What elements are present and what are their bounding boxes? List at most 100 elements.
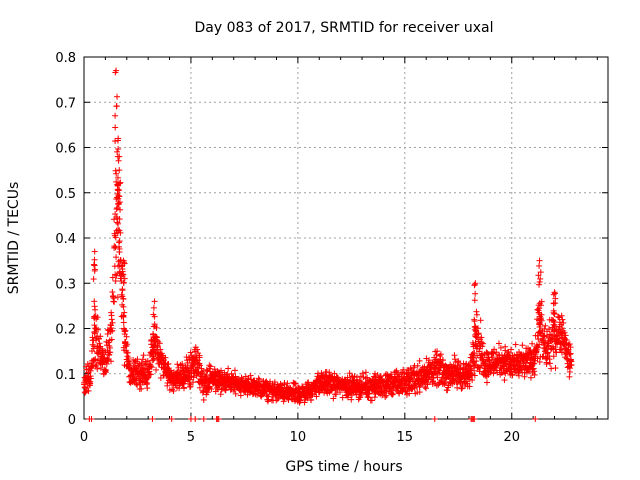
data-point xyxy=(218,367,225,374)
data-point xyxy=(143,381,150,388)
data-point xyxy=(383,392,390,399)
data-point xyxy=(543,359,550,366)
data-point xyxy=(542,322,549,329)
data-point xyxy=(151,298,158,305)
data-point xyxy=(92,325,99,332)
data-point xyxy=(116,248,123,255)
data-point xyxy=(95,326,102,333)
data-point xyxy=(555,313,562,320)
data-point xyxy=(120,295,127,302)
data-point xyxy=(111,298,118,305)
data-point xyxy=(519,342,526,349)
data-point xyxy=(114,93,121,100)
data-point xyxy=(144,385,151,392)
data-point xyxy=(125,365,132,372)
data-point xyxy=(144,357,151,364)
data-point xyxy=(123,333,130,340)
y-tick-label: 0.6 xyxy=(55,142,76,157)
data-point xyxy=(94,365,101,372)
data-point xyxy=(548,365,555,372)
data-point xyxy=(471,297,478,304)
data-point xyxy=(142,361,149,368)
data-point xyxy=(196,384,203,391)
data-point xyxy=(186,376,193,383)
data-point xyxy=(182,378,189,385)
data-point xyxy=(124,341,131,348)
data-point xyxy=(116,239,123,246)
data-point xyxy=(195,350,202,357)
data-point xyxy=(301,399,308,406)
data-point xyxy=(165,366,172,373)
data-point xyxy=(113,103,120,110)
data-point xyxy=(336,389,343,396)
axis-ticks: 0 0.1 0.2 0.3 0.4 0.5 0.6 0.7 0.8 0 5 10 15 20 xyxy=(55,51,608,445)
data-point xyxy=(140,352,147,359)
data-point xyxy=(156,340,163,347)
data-point xyxy=(536,278,543,285)
data-point xyxy=(232,390,239,397)
data-point xyxy=(431,416,438,422)
y-tick-label: 0.8 xyxy=(55,51,76,66)
data-point xyxy=(356,377,363,384)
data-point xyxy=(115,157,122,164)
data-point xyxy=(112,277,119,284)
data-point xyxy=(133,380,140,387)
x-tick-label: 0 xyxy=(80,430,88,445)
data-point xyxy=(97,333,104,340)
data-point xyxy=(90,261,97,268)
x-tick-label: 15 xyxy=(397,430,414,445)
data-point xyxy=(144,380,151,387)
y-tick-label: 0.4 xyxy=(55,232,76,247)
x-tick-label: 20 xyxy=(503,430,520,445)
data-point xyxy=(92,356,99,363)
data-point xyxy=(108,358,115,365)
data-point xyxy=(87,378,94,385)
data-point xyxy=(472,290,479,297)
data-point xyxy=(147,363,154,370)
data-point xyxy=(116,167,123,174)
data-point xyxy=(91,298,98,305)
data-point xyxy=(362,369,369,376)
data-point xyxy=(483,379,490,386)
data-point xyxy=(92,306,99,313)
y-tick-label: 0.5 xyxy=(55,187,76,202)
data-point xyxy=(134,356,141,363)
data-point xyxy=(305,379,312,386)
data-point xyxy=(87,375,94,382)
data-point xyxy=(473,308,480,315)
data-point xyxy=(179,360,186,367)
data-point xyxy=(97,365,104,372)
data-point xyxy=(138,385,145,392)
y-axis-label: SRMTID / TECUs xyxy=(6,182,22,295)
data-point xyxy=(200,416,207,422)
data-point xyxy=(362,375,369,382)
data-point xyxy=(162,354,169,361)
data-point xyxy=(331,370,338,377)
data-point xyxy=(164,365,171,372)
data-point xyxy=(150,304,157,311)
data-point xyxy=(119,287,126,294)
data-point xyxy=(348,396,355,403)
data-point xyxy=(180,385,187,392)
data-point xyxy=(529,340,536,347)
data-point xyxy=(330,395,337,402)
y-tick-label: 0.7 xyxy=(55,96,76,111)
y-tick-label: 0.2 xyxy=(55,323,76,338)
data-point xyxy=(115,220,122,227)
data-point xyxy=(536,281,543,288)
data-point xyxy=(109,288,116,295)
data-point xyxy=(159,352,166,359)
data-point xyxy=(108,336,115,343)
data-point xyxy=(112,211,119,218)
data-point xyxy=(444,387,451,394)
data-point xyxy=(102,367,109,374)
data-point xyxy=(477,317,484,324)
data-point xyxy=(393,367,400,374)
data-point xyxy=(121,309,128,316)
data-point xyxy=(91,256,98,263)
data-point xyxy=(207,363,214,370)
data-point xyxy=(271,379,278,386)
data-point xyxy=(382,393,389,400)
x-tick-label: 5 xyxy=(187,430,195,445)
data-point xyxy=(81,381,88,388)
